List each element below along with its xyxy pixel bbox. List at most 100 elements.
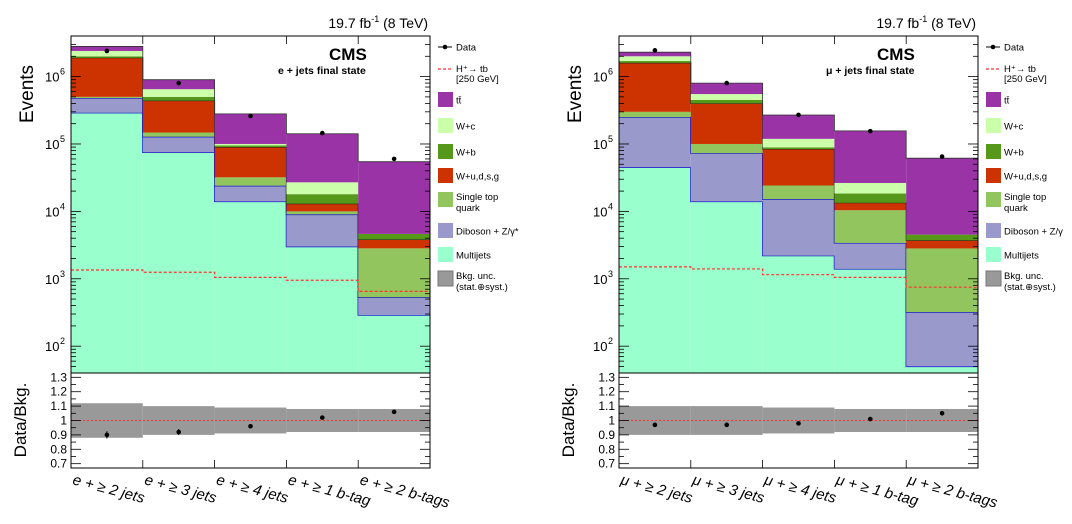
y-tick-exponent: 2 [608,336,613,346]
y-tick-label: 10 [45,137,59,152]
higgs-signal-line [71,269,430,292]
series-wlight [619,62,978,249]
ratio-tick-label: 1.1 [50,399,67,413]
legend-swatch [438,223,453,238]
category-label-2: μ + ≥ 3 jets [690,471,767,507]
y-tick-exponent: 5 [608,134,613,144]
legend-swatch [438,192,453,207]
ratio-tick-label: 0.8 [598,442,615,456]
bar-singletop-1 [619,111,691,118]
bar-wlight-1 [71,57,143,97]
ratio-unc-band-2 [690,406,763,435]
higgs-signal-line [619,266,978,288]
legend-label-2: quark [456,203,480,214]
legend-item-higgs: H⁺→ tb[250 GeV] [438,64,499,85]
ratio-tick-label: 0.7 [598,457,615,471]
category-label-4: μ + ≥ 1 b-tag [833,471,921,510]
bar-wlight-4 [834,202,907,211]
legend-item-diboson: Diboson + Z/γ* [438,223,519,238]
y-tick-label: 10 [45,272,59,287]
bar-wc-2 [142,89,215,97]
bar-wb-2 [142,96,215,101]
bar-diboson-3 [762,199,835,256]
legend-swatch [986,118,1001,133]
legend-item-wc: W+c [438,118,476,133]
bar-multijets-1 [619,167,691,373]
legend-label: H⁺→ tb [456,64,488,75]
bar-diboson-5 [906,312,978,367]
bar-wc-1 [619,56,691,62]
y-tick-label: 10 [45,204,59,219]
legend-label: Single top [456,192,498,203]
bar-ttbar-4 [286,133,359,183]
legend-label: Bkg. unc. [456,271,496,282]
y-tick-exponent: 4 [608,201,613,211]
legend-label: Multijets [456,251,491,262]
series-wb [71,56,430,240]
ratio-tick-label: 1.2 [598,385,615,399]
bar-multijets-2 [690,201,763,373]
bar-singletop-1 [71,96,143,99]
legend-label-2: quark [1004,203,1028,214]
ratio-tick-label: 0.9 [598,428,615,442]
bar-multijets-3 [214,201,287,373]
bar-multijets-5 [906,366,978,373]
bar-singletop-5 [358,248,430,298]
bar-wb-1 [619,61,691,63]
bar-wlight-5 [906,240,978,249]
legend-label: W+c [456,122,476,133]
bar-wlight-2 [690,103,763,144]
ratio-point-2 [724,422,729,428]
bar-ttbar-3 [214,113,287,144]
ratio-y-axis-label: Data/Bkg. [11,383,30,458]
legend-label: Bkg. unc. [1004,271,1044,282]
series-singletop [619,111,978,313]
bar-wlight-3 [762,149,835,186]
bar-wlight-2 [142,100,215,133]
bar-multijets-4 [286,246,359,373]
category-label-3: μ + ≥ 4 jets [761,471,838,507]
category-label-5: μ + ≥ 2 b-tags [905,471,1000,512]
legend-label: H⁺→ tb [1004,64,1036,75]
series-wc [619,56,907,194]
ratio-tick-label: 1.3 [50,370,67,384]
ratio-tick-label: 0.8 [50,442,67,456]
bar-wb-3 [762,147,835,150]
ratio-point-3 [248,423,253,429]
legend-swatch [986,168,1001,183]
legend-swatch [986,144,1001,159]
bar-singletop-3 [762,185,835,200]
lumi-energy: (8 TeV) [379,15,428,31]
data-point-4 [320,130,325,136]
series-ttbar [619,52,978,235]
bar-wc-3 [214,143,287,146]
legend-data-marker [990,44,996,50]
legend-swatch [438,168,453,183]
y-tick-label: 10 [593,204,607,219]
legend-item-wlight: W+u,d,s,g [438,168,499,183]
data-point-1 [652,48,658,53]
bar-wc-3 [762,138,835,148]
ratio-tick-label: 1 [608,414,615,428]
legend-item-unc: Bkg. unc.(stat.⊕syst.) [985,270,1056,293]
legend-label: Data [456,43,477,54]
bar-diboson-2 [142,136,215,153]
legend-label: Data [1004,43,1025,54]
legend-label: W+c [1004,122,1024,133]
bar-ttbar-3 [762,114,835,139]
lumi-value: 19.7 fb [876,15,919,31]
lumi-exponent: -1 [919,14,927,24]
data-point-1 [104,48,110,54]
series-diboson [619,116,978,367]
legend-label-2: [250 GeV] [1004,74,1047,85]
bar-multijets-3 [762,255,835,373]
lumi-energy: (8 TeV) [927,15,976,31]
series-wc [71,50,359,195]
legend-swatch [986,223,1001,238]
bar-multijets-5 [358,315,430,373]
y-tick-exponent: 5 [60,134,65,144]
